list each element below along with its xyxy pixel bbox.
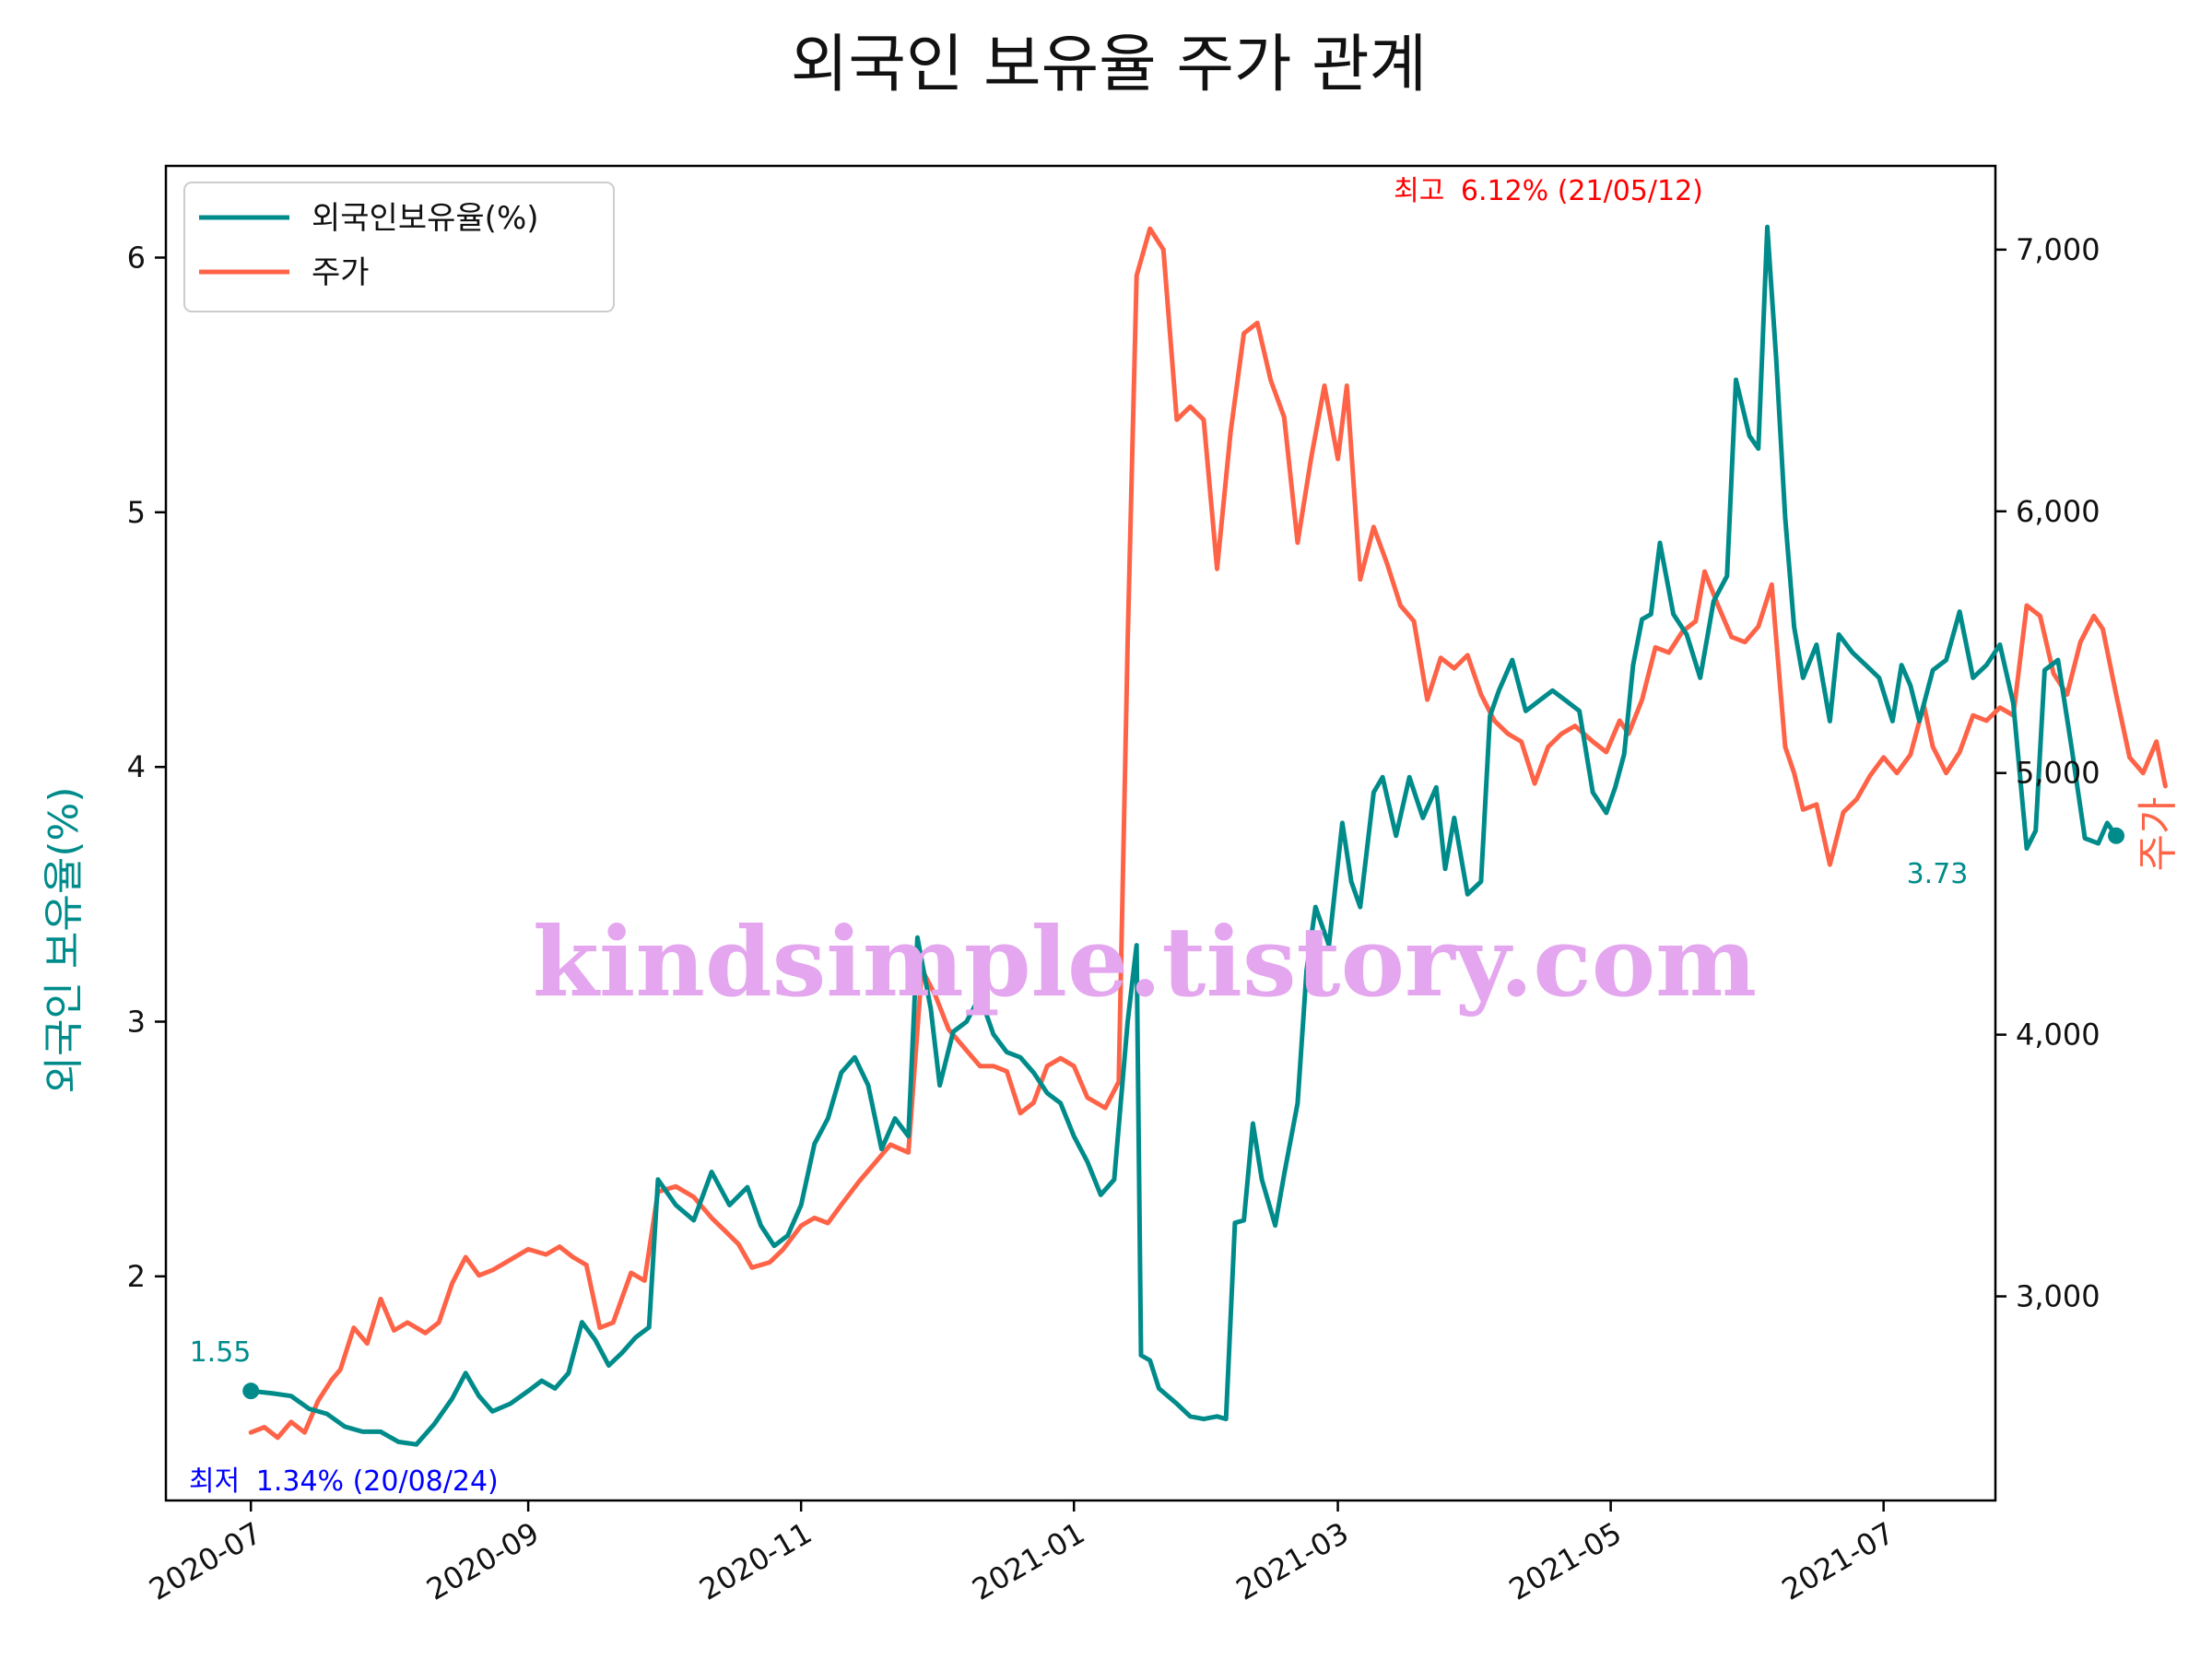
series-line-foreign-ratio bbox=[248, 224, 2119, 1447]
chart-title: 외국인 보유율 주가 관계 bbox=[791, 29, 1427, 101]
legend-label-foreign-ratio: 외국인보유율(%) bbox=[312, 200, 539, 237]
max-annotation-text: 6.12% (21/05/12) bbox=[1461, 175, 1703, 207]
x-tick-label: 2020-07 bbox=[143, 1515, 267, 1607]
start-value-label: 1.55 bbox=[190, 1336, 252, 1369]
end-value-label: 3.73 bbox=[1907, 858, 1969, 890]
min-annotation-text: 1.34% (20/08/24) bbox=[256, 1465, 499, 1498]
series-layer bbox=[242, 224, 2168, 1447]
y-left-tick-label: 2 bbox=[127, 1259, 146, 1294]
min-annotation: 최저 1.34% (20/08/24) bbox=[189, 1465, 499, 1498]
legend-box bbox=[183, 182, 615, 312]
y-right-tick-label: 3,000 bbox=[2016, 1279, 2100, 1314]
y-right-axis-label: 주가 bbox=[2135, 797, 2182, 872]
plot-area bbox=[164, 164, 1997, 1502]
x-tick-label: 2020-11 bbox=[693, 1515, 818, 1607]
max-annotation: 최고 6.12% (21/05/12) bbox=[1394, 175, 1703, 207]
y-left-tick-label: 3 bbox=[127, 1004, 146, 1039]
y-right-tick-label: 6,000 bbox=[2016, 494, 2100, 529]
legend: 외국인보유율(%) 주가 bbox=[183, 182, 615, 312]
legend-label-stock-price: 주가 bbox=[312, 254, 370, 291]
y-left-tick-label: 6 bbox=[127, 240, 146, 275]
x-tick-label: 2020-09 bbox=[420, 1515, 545, 1607]
watermark: kindsimple.tistory.com bbox=[533, 905, 1757, 1018]
y-left-axis-label: 외국인 보유율(%) bbox=[41, 786, 88, 1093]
end-point-marker bbox=[2108, 827, 2125, 844]
min-annotation-label: 최저 bbox=[189, 1465, 240, 1498]
y-right-tick-label: 4,000 bbox=[2016, 1018, 2100, 1053]
x-tick-label: 2021-01 bbox=[966, 1515, 1090, 1607]
max-annotation-label: 최고 bbox=[1394, 175, 1444, 207]
x-tick-label: 2021-05 bbox=[1503, 1515, 1628, 1607]
x-tick-label: 2021-03 bbox=[1230, 1515, 1355, 1607]
y-left-tick-label: 5 bbox=[127, 495, 146, 530]
y-right-tick-label: 7,000 bbox=[2016, 232, 2100, 267]
series-line-stock-price bbox=[248, 226, 2168, 1441]
y-right-tick-label: 5,000 bbox=[2016, 756, 2100, 791]
y-left-tick-label: 4 bbox=[127, 749, 146, 784]
x-tick-label: 2021-07 bbox=[1776, 1515, 1900, 1607]
start-point-marker bbox=[242, 1382, 260, 1400]
